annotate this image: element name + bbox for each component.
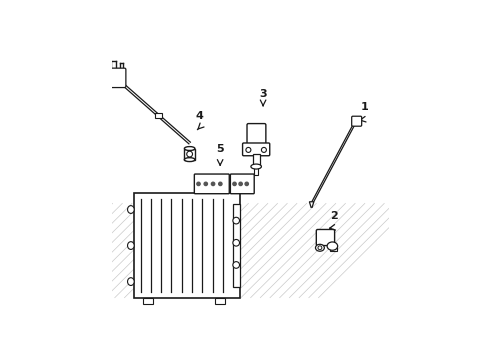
FancyBboxPatch shape: [230, 174, 254, 194]
Circle shape: [261, 148, 266, 152]
Bar: [330, 246, 336, 251]
Bar: [252, 154, 259, 167]
Circle shape: [232, 182, 236, 185]
Ellipse shape: [127, 278, 134, 285]
Text: 1: 1: [360, 103, 367, 112]
Text: 3: 3: [259, 89, 266, 99]
Circle shape: [203, 182, 207, 185]
Circle shape: [218, 182, 222, 185]
FancyBboxPatch shape: [246, 123, 265, 147]
Bar: [232, 204, 239, 287]
FancyBboxPatch shape: [108, 68, 125, 87]
Ellipse shape: [127, 206, 134, 213]
Ellipse shape: [127, 242, 134, 249]
Ellipse shape: [184, 158, 195, 162]
Ellipse shape: [326, 242, 337, 250]
Ellipse shape: [184, 147, 195, 150]
FancyBboxPatch shape: [351, 116, 361, 126]
Bar: [215, 298, 224, 304]
Ellipse shape: [250, 164, 261, 169]
Circle shape: [239, 182, 242, 185]
Polygon shape: [309, 202, 313, 207]
FancyBboxPatch shape: [242, 143, 269, 156]
Ellipse shape: [186, 151, 192, 157]
Circle shape: [197, 182, 200, 185]
Circle shape: [211, 182, 214, 185]
Circle shape: [244, 182, 248, 185]
Circle shape: [232, 262, 239, 268]
Circle shape: [317, 246, 321, 250]
Bar: [134, 193, 239, 298]
Circle shape: [232, 217, 239, 224]
Ellipse shape: [315, 244, 324, 251]
Text: 5: 5: [216, 144, 224, 154]
Text: 2: 2: [329, 211, 337, 221]
FancyBboxPatch shape: [316, 229, 334, 246]
Circle shape: [245, 148, 250, 152]
Bar: [155, 113, 162, 118]
Circle shape: [232, 239, 239, 246]
FancyBboxPatch shape: [194, 174, 229, 194]
Bar: [253, 166, 258, 175]
Bar: [143, 298, 153, 304]
Text: 4: 4: [195, 111, 203, 121]
Bar: [184, 149, 195, 159]
